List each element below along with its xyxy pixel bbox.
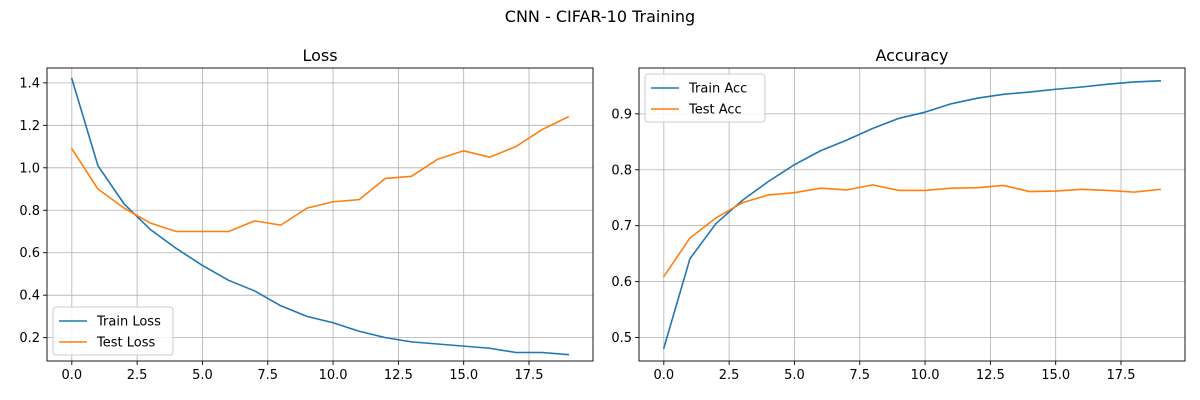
accuracy-x-tick-label: 7.5: [849, 368, 870, 383]
accuracy-series-line-train-acc: [662, 80, 1162, 350]
loss-x-tick-label: 17.5: [515, 368, 544, 383]
figure-suptitle: CNN - CIFAR-10 Training: [505, 7, 695, 26]
loss-y-tick-label: 1.2: [19, 119, 40, 134]
accuracy-x-tick-label: 0.0: [653, 368, 674, 383]
accuracy-series-line-test-acc: [662, 184, 1162, 278]
accuracy-x-tick-label: 5.0: [784, 368, 805, 383]
accuracy-y-tick-label: 0.6: [611, 275, 632, 290]
loss-y-tick-label: 0.2: [19, 331, 40, 346]
loss-x-tick-label: 0.0: [61, 368, 82, 383]
loss-x-tick-label: 7.5: [257, 368, 278, 383]
accuracy-x-tick-label: 17.5: [1107, 368, 1136, 383]
accuracy-y-tick-label: 0.9: [611, 107, 632, 122]
loss-x-tick-label: 15.0: [449, 368, 478, 383]
loss-x-tick-label: 12.5: [384, 368, 413, 383]
loss-x-tick-label: 5.0: [192, 368, 213, 383]
loss-y-tick-label: 0.4: [19, 289, 40, 304]
accuracy-y-tick-label: 0.7: [611, 219, 632, 234]
accuracy-chart-panel: Accuracy 0.0 2.5 5.0 7.5 10.0 12.5 15.0 17.5 0.5 0…: [611, 46, 1186, 383]
accuracy-y-tick-label: 0.8: [611, 163, 632, 178]
loss-series-line-train-loss: [70, 77, 570, 356]
loss-legend: Train Loss Test Loss: [52, 306, 174, 356]
accuracy-y-tick-label: 0.5: [611, 331, 632, 346]
accuracy-x-tick-label: 15.0: [1041, 368, 1070, 383]
loss-chart-panel: Loss 0.0 2.5 5.0 7.5 10.0 12.5 15.0 17.5 0.2 0.4 0.…: [19, 46, 594, 383]
accuracy-x-tick-label: 10.0: [911, 368, 940, 383]
accuracy-legend-box: [644, 73, 766, 123]
loss-legend-box: [52, 306, 174, 356]
loss-x-tick-label: 10.0: [319, 368, 348, 383]
accuracy-chart-title: Accuracy: [875, 46, 948, 65]
accuracy-legend-label: Test Acc: [688, 103, 742, 118]
loss-legend-label: Test Loss: [96, 336, 155, 351]
loss-legend-label: Train Loss: [96, 315, 161, 330]
loss-y-tick-label: 1.0: [19, 161, 40, 176]
accuracy-legend-label: Train Acc: [688, 82, 747, 97]
loss-axes-frame: [46, 67, 594, 362]
loss-y-tick-label: 1.4: [19, 76, 40, 91]
loss-chart-title: Loss: [302, 46, 337, 65]
loss-x-tick-label: 2.5: [127, 368, 148, 383]
loss-y-tick-label: 0.8: [19, 204, 40, 219]
loss-y-tick-label: 0.6: [19, 246, 40, 261]
accuracy-legend: Train Acc Test Acc: [644, 73, 766, 123]
accuracy-x-tick-label: 2.5: [719, 368, 740, 383]
accuracy-x-tick-label: 12.5: [976, 368, 1005, 383]
loss-series-line-test-loss: [70, 115, 570, 233]
accuracy-axes-frame: [638, 67, 1186, 362]
